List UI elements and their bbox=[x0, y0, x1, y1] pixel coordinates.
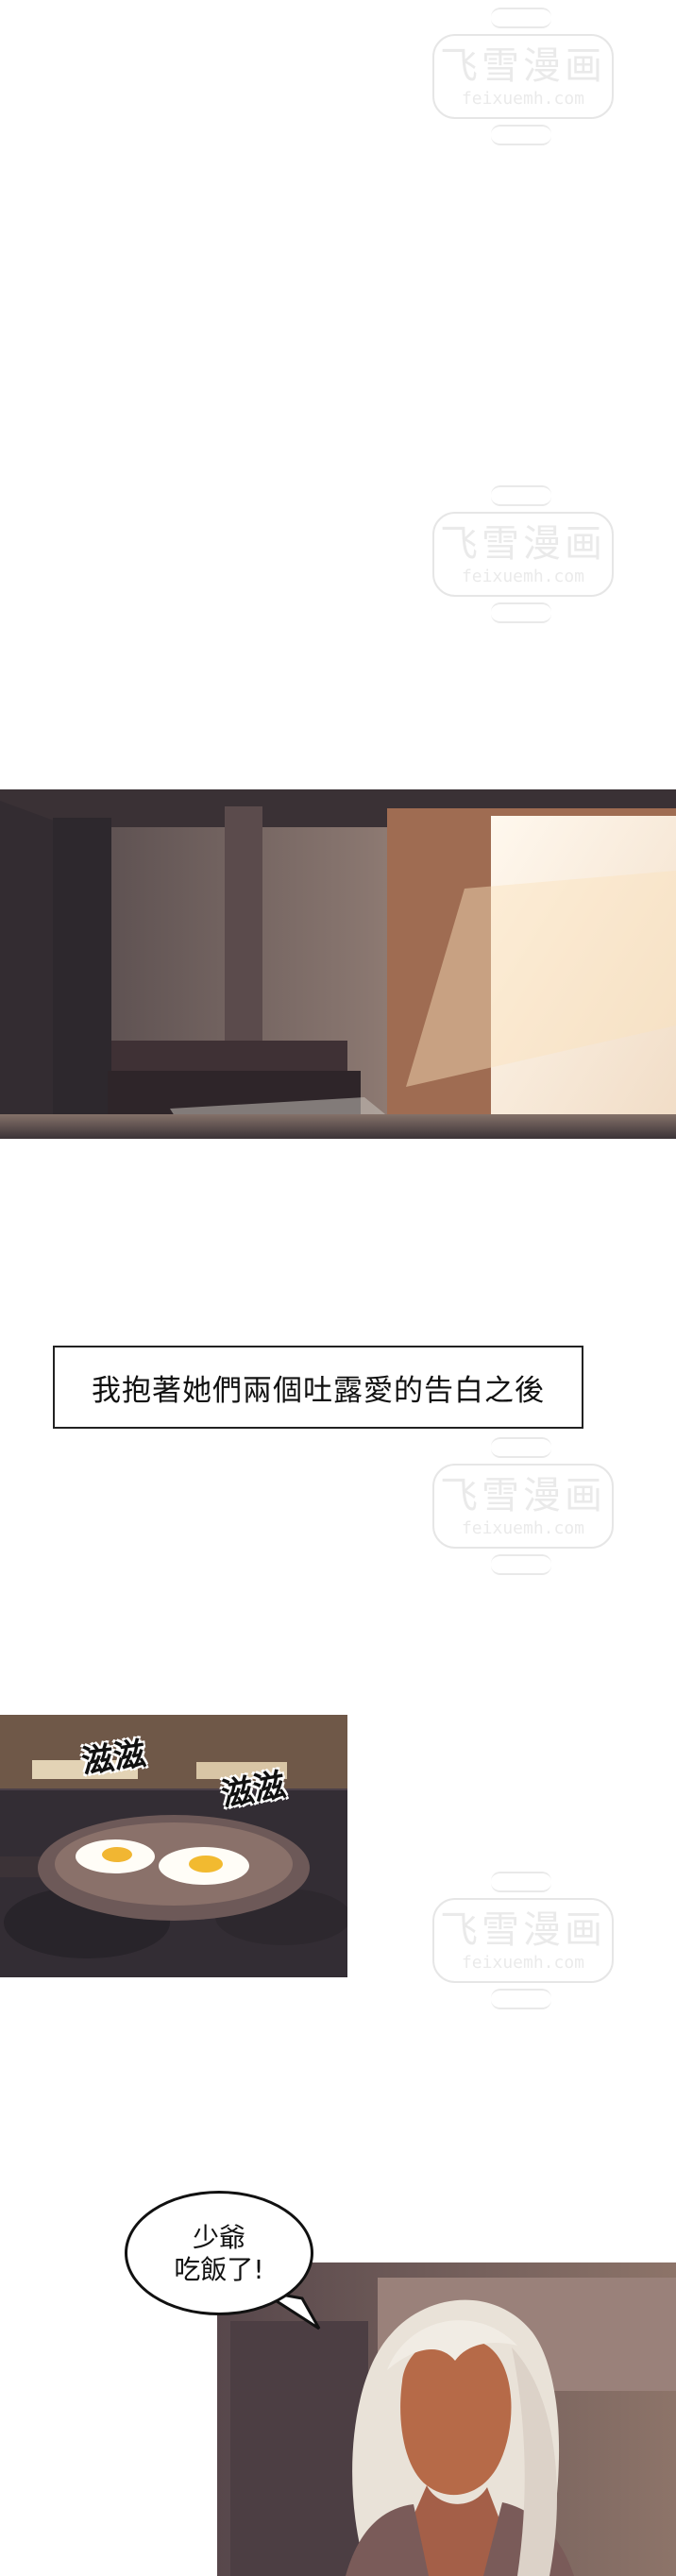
watermark-lower: 飞雪漫画 feixuemh.com bbox=[400, 1868, 642, 2019]
window-light bbox=[491, 816, 676, 1116]
watermark-site: feixuemh.com bbox=[461, 567, 585, 586]
counter-light-1 bbox=[32, 1760, 138, 1779]
watermark-frame: 飞雪漫画 feixuemh.com bbox=[432, 512, 614, 597]
speech-line-1: 少爺 bbox=[192, 2222, 245, 2253]
watermark-ornament-top bbox=[491, 485, 551, 506]
top-clothing bbox=[346, 2502, 574, 2576]
watermark-ornament-bottom bbox=[491, 125, 551, 145]
sunlight-beam bbox=[406, 871, 676, 1087]
character-illustration bbox=[217, 2262, 676, 2576]
watermark-site: feixuemh.com bbox=[461, 1518, 585, 1538]
floor bbox=[0, 1114, 676, 1139]
watermark-upper-middle: 飞雪漫画 feixuemh.com bbox=[400, 482, 642, 633]
egg-yolk-right bbox=[189, 1856, 223, 1873]
watermark-title: 飞雪漫画 bbox=[440, 44, 606, 88]
living-room-illustration bbox=[0, 789, 676, 1139]
character-panel bbox=[217, 2262, 676, 2576]
watermark-ornament-bottom bbox=[491, 602, 551, 623]
watermark-frame: 飞雪漫画 feixuemh.com bbox=[432, 1898, 614, 1983]
hair-right bbox=[512, 2347, 557, 2576]
watermark-caption-area: 飞雪漫画 feixuemh.com bbox=[400, 1433, 642, 1585]
counter-light-2 bbox=[196, 1762, 287, 1779]
watermark-ornament-top bbox=[491, 8, 551, 28]
watermark-top: 飞雪漫画 feixuemh.com bbox=[400, 4, 642, 155]
hair-front bbox=[387, 2320, 517, 2370]
watermark-ornament-top bbox=[491, 1437, 551, 1458]
frying-eggs-illustration bbox=[0, 1715, 347, 1977]
watermark-ornament-bottom bbox=[491, 1989, 551, 2009]
sizzle-sfx-1: 滋滋 bbox=[79, 1735, 148, 1782]
watermark-ornament-bottom bbox=[491, 1554, 551, 1575]
watermark-title: 飞雪漫画 bbox=[440, 1908, 606, 1952]
watermark-site: feixuemh.com bbox=[461, 89, 585, 109]
watermark-title: 飞雪漫画 bbox=[440, 1474, 606, 1517]
watermark-frame: 飞雪漫画 feixuemh.com bbox=[432, 34, 614, 119]
narration-caption: 我抱著她們兩個吐露愛的告白之後 bbox=[53, 1346, 583, 1429]
watermark-title: 飞雪漫画 bbox=[440, 522, 606, 566]
speech-bubble: 少爺 吃飯了! bbox=[125, 2191, 313, 2315]
background-cabinet bbox=[230, 2321, 368, 2576]
watermark-frame: 飞雪漫画 feixuemh.com bbox=[432, 1464, 614, 1549]
living-room-panel bbox=[0, 789, 676, 1139]
frying-pan-panel: 滋滋 滋滋 bbox=[0, 1715, 347, 1977]
curtain-left bbox=[53, 818, 111, 1139]
watermark-ornament-top bbox=[491, 1872, 551, 1892]
face bbox=[400, 2336, 512, 2496]
speech-line-2: 吃飯了! bbox=[174, 2254, 264, 2285]
watermark-site: feixuemh.com bbox=[461, 1953, 585, 1973]
egg-yolk-left bbox=[102, 1847, 132, 1862]
